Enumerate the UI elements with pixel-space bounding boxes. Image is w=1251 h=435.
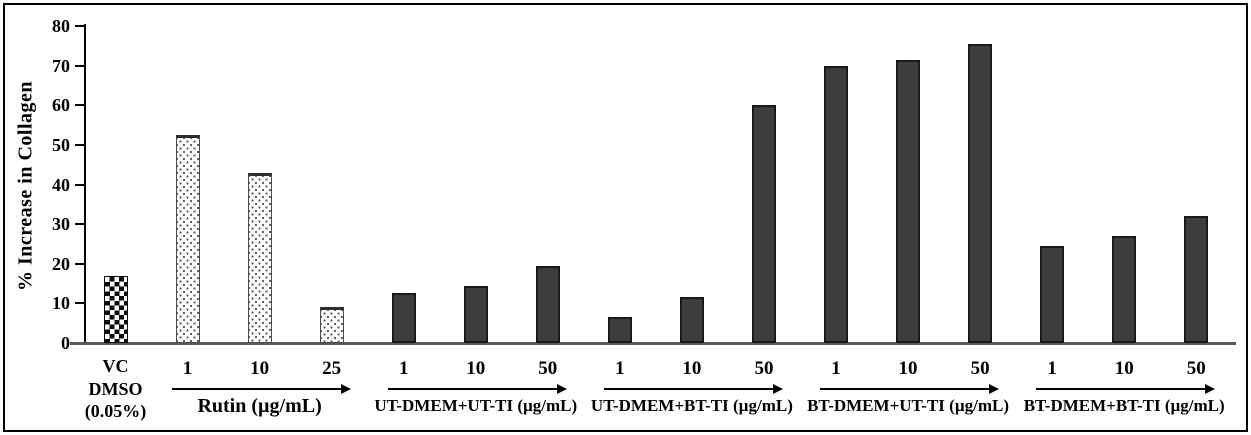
bar-ut-dmem-bt-ti-10 [679, 297, 704, 343]
y-tick-label: 70 [52, 55, 70, 76]
y-tick-label: 40 [52, 174, 70, 195]
x-tick-label: 25 [322, 358, 342, 379]
group-arrow-head-icon [1205, 383, 1216, 394]
bar-bt-dmem-bt-ti-10 [1112, 236, 1137, 343]
group-label-rutin: Rutin (µg/mL) [197, 395, 322, 417]
group-arrow [1036, 388, 1207, 390]
x-tick-label: 10 [1114, 358, 1134, 379]
bar-bt-dmem-ut-ti-50 [968, 43, 993, 343]
group-label-ut-dmem-bt-ti: UT-DMEM+BT-TI (µg/mL) [590, 396, 793, 415]
y-tick-mark [75, 25, 85, 27]
y-axis-line [84, 24, 86, 343]
bar-bt-dmem-bt-ti-1 [1040, 245, 1065, 343]
group-label-bt-dmem-ut-ti: BT-DMEM+UT-TI (µg/mL) [807, 396, 1010, 415]
bar-ut-dmem-ut-ti-10 [463, 285, 488, 343]
bar-rutin-1 [175, 134, 200, 343]
y-tick-mark [75, 183, 85, 186]
x-tick-label: 10 [898, 358, 918, 379]
y-tick-label: 50 [52, 134, 70, 155]
bar-bt-dmem-bt-ti-50 [1184, 216, 1209, 343]
y-tick-label: 20 [52, 253, 70, 274]
x-tick-label: 10 [682, 358, 702, 379]
group-arrow-head-icon [340, 383, 351, 394]
x-tick-label: 10 [250, 358, 270, 379]
bar-ut-dmem-ut-ti-50 [535, 265, 560, 343]
group-arrow [603, 388, 774, 390]
x-tick-label: 50 [1186, 358, 1206, 379]
group-arrow [387, 388, 558, 390]
group-label-line-vehicle-control: VC [102, 356, 129, 376]
bar-vehicle-control [103, 275, 128, 343]
x-tick-label: 10 [466, 358, 486, 379]
chart-frame: % Increase in Collagen 0 10 20 30 40 50 60 70 80… [3, 3, 1248, 432]
y-tick-label: 60 [52, 95, 70, 116]
group-label-line-vehicle-control: DMSO [88, 378, 143, 399]
bar-ut-dmem-ut-ti-1 [391, 293, 416, 343]
x-tick-label: 50 [970, 358, 990, 379]
x-tick-label: 1 [1047, 358, 1057, 379]
x-tick-label: 50 [754, 358, 774, 379]
bar-ut-dmem-bt-ti-50 [751, 105, 776, 343]
bar-rutin-10 [247, 172, 272, 343]
group-label-line-vehicle-control: (0.05%) [84, 401, 147, 421]
group-arrow [820, 388, 991, 390]
group-arrow-head-icon [772, 383, 783, 394]
y-tick-mark [75, 262, 85, 265]
x-tick-label: 1 [398, 358, 409, 379]
y-tick-label: 0 [61, 333, 70, 353]
y-tick-mark [75, 104, 85, 107]
group-label-bt-dmem-bt-ti: BT-DMEM+BT-TI (µg/mL) [1023, 396, 1225, 415]
y-tick-label: 30 [52, 214, 70, 235]
group-arrow [171, 388, 342, 390]
group-arrow-head-icon [989, 383, 1000, 394]
x-axis-line [70, 342, 1236, 345]
y-tick-mark [75, 143, 85, 146]
x-tick-label: 1 [831, 358, 841, 379]
bar-bt-dmem-ut-ti-10 [896, 59, 921, 343]
group-arrow-head-icon [556, 383, 567, 394]
x-tick-label: 50 [538, 358, 558, 379]
y-tick-label: 10 [52, 293, 70, 314]
bar-bt-dmem-ut-ti-1 [824, 65, 848, 343]
bar-rutin-25 [319, 307, 344, 343]
x-tick-label: 1 [182, 358, 193, 379]
y-tick-label: 80 [52, 16, 70, 36]
y-tick-mark [75, 302, 85, 305]
y-tick-mark [75, 223, 85, 226]
x-tick-label: 1 [615, 358, 625, 379]
bar-ut-dmem-bt-ti-1 [607, 317, 632, 343]
y-tick-mark [75, 64, 85, 67]
group-label-ut-dmem-ut-ti: UT-DMEM+UT-TI (µg/mL) [374, 396, 578, 415]
